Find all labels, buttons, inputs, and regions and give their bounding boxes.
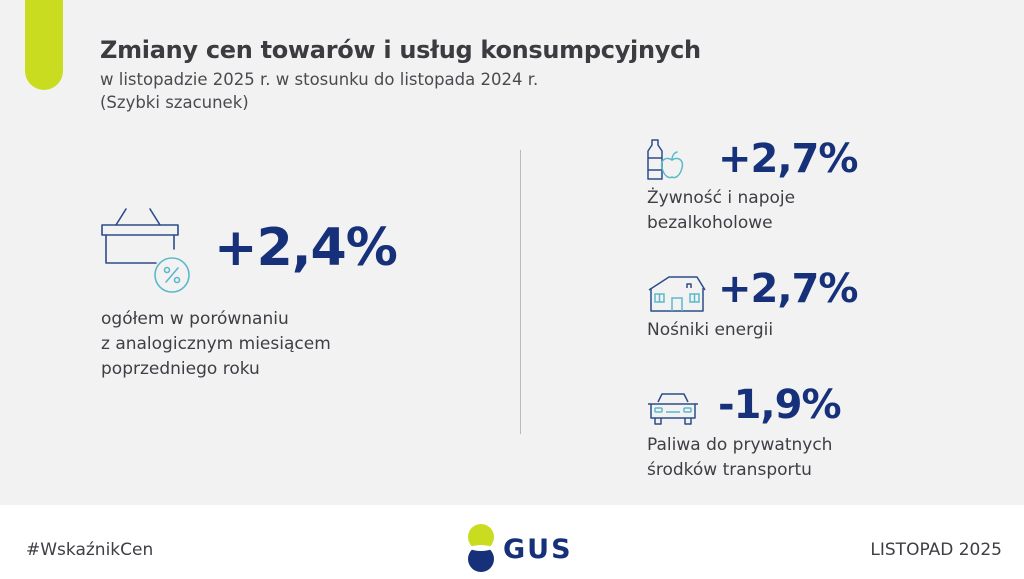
energy-category-label: Nośniki energii <box>647 318 773 343</box>
fuel-category-label: Paliwa do prywatnych środków transportu <box>647 433 832 483</box>
gus-logo-icon <box>467 524 495 572</box>
subtitle-note: (Szybki szacunek) <box>100 93 249 112</box>
house-icon <box>648 276 706 312</box>
page-title: Zmiany cen towarów i usług konsumpcyjnyc… <box>100 36 701 64</box>
food-inflation-value: +2,7% <box>718 136 858 182</box>
period-label: LISTOPAD 2025 <box>870 540 1002 560</box>
label-line: Nośniki energii <box>647 320 774 340</box>
description-line: poprzedniego roku <box>101 359 260 379</box>
hashtag-label: #WskaźnikCen <box>26 540 154 560</box>
basket-percent-icon <box>101 208 190 293</box>
footer <box>0 505 1024 579</box>
fuel-inflation-value: -1,9% <box>718 382 842 428</box>
car-icon <box>648 393 698 425</box>
label-line: Paliwa do prywatnych <box>647 435 833 455</box>
energy-inflation-value: +2,7% <box>718 266 858 312</box>
label-line: bezalkoholowe <box>647 213 773 233</box>
accent-bar <box>25 0 63 90</box>
description-line: z analogicznym miesiącem <box>101 334 331 354</box>
label-line: środków transportu <box>647 460 812 480</box>
total-inflation-value: +2,4% <box>214 218 398 278</box>
gus-logo-text: GUS <box>503 534 573 565</box>
description-line: ogółem w porównaniu <box>101 309 289 329</box>
page-subtitle: w listopadzie 2025 r. w stosunku do list… <box>100 68 538 114</box>
vertical-divider <box>520 150 521 434</box>
food-category-label: Żywność i napoje bezalkoholowe <box>647 186 795 236</box>
total-inflation-description: ogółem w porównaniu z analogicznym miesi… <box>101 307 331 382</box>
subtitle-line: w listopadzie 2025 r. w stosunku do list… <box>100 70 539 89</box>
food-drink-icon <box>647 139 684 180</box>
label-line: Żywność i napoje <box>647 188 796 208</box>
